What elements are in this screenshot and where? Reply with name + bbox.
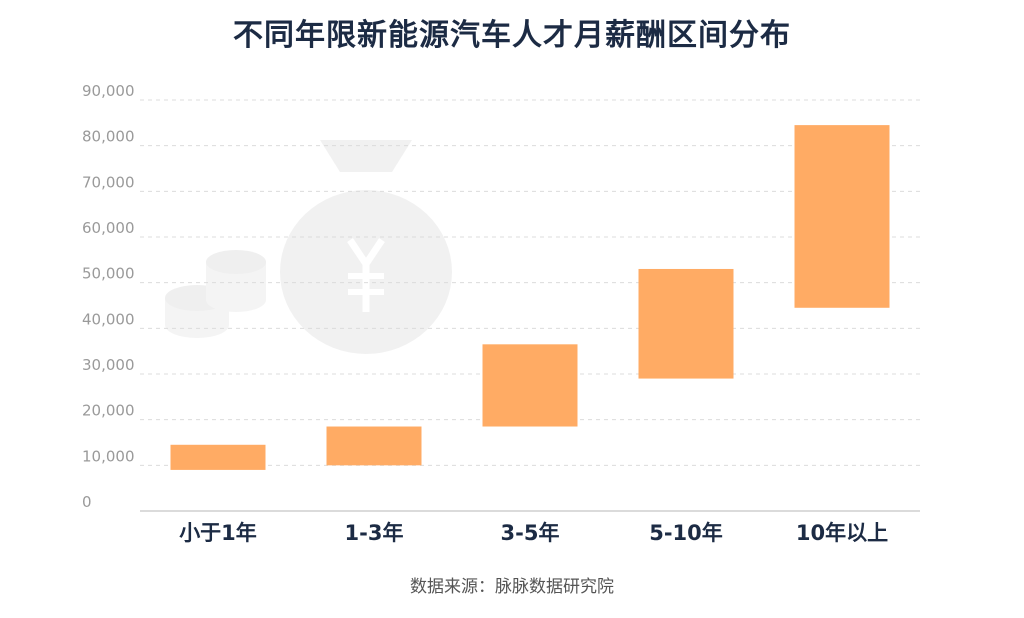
salary-range-bar xyxy=(482,344,578,427)
y-tick-label: 80,000 xyxy=(82,128,135,146)
x-category-label: 1-3年 xyxy=(345,521,404,545)
x-category-label: 小于1年 xyxy=(179,521,257,545)
y-tick-label: 90,000 xyxy=(82,82,135,100)
data-source-note: 数据来源：脉脉数据研究院 xyxy=(410,577,614,597)
y-tick-label: 50,000 xyxy=(82,265,135,283)
y-tick-label: 70,000 xyxy=(82,173,135,191)
y-tick-label: 40,000 xyxy=(82,310,135,328)
salary-range-bar xyxy=(638,268,734,379)
y-tick-label: 10,000 xyxy=(82,447,135,465)
x-category-label: 5-10年 xyxy=(649,521,723,545)
salary-range-bar xyxy=(326,426,422,466)
salary-range-bar xyxy=(170,444,266,470)
y-tick-label: 30,000 xyxy=(82,356,135,374)
y-tick-label: 20,000 xyxy=(82,402,135,420)
x-category-label: 10年以上 xyxy=(796,521,888,545)
x-category-label: 3-5年 xyxy=(501,521,560,545)
y-tick-label: 0 xyxy=(82,493,92,511)
money-bag-watermark xyxy=(165,140,452,354)
y-tick-label: 60,000 xyxy=(82,219,135,237)
salary-range-bar xyxy=(794,125,890,308)
chart-title: 不同年限新能源汽车人才月薪酬区间分布 xyxy=(233,18,791,53)
